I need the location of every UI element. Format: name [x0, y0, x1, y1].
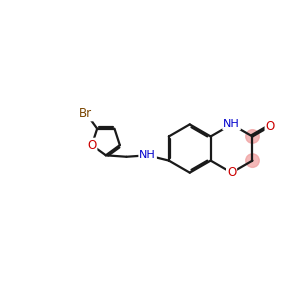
Text: O: O [87, 139, 97, 152]
Circle shape [246, 154, 259, 167]
Circle shape [246, 130, 259, 143]
Text: O: O [227, 166, 236, 179]
Text: NH: NH [139, 150, 156, 160]
Text: O: O [266, 120, 275, 133]
Text: Br: Br [79, 107, 92, 120]
Text: NH: NH [223, 119, 240, 129]
